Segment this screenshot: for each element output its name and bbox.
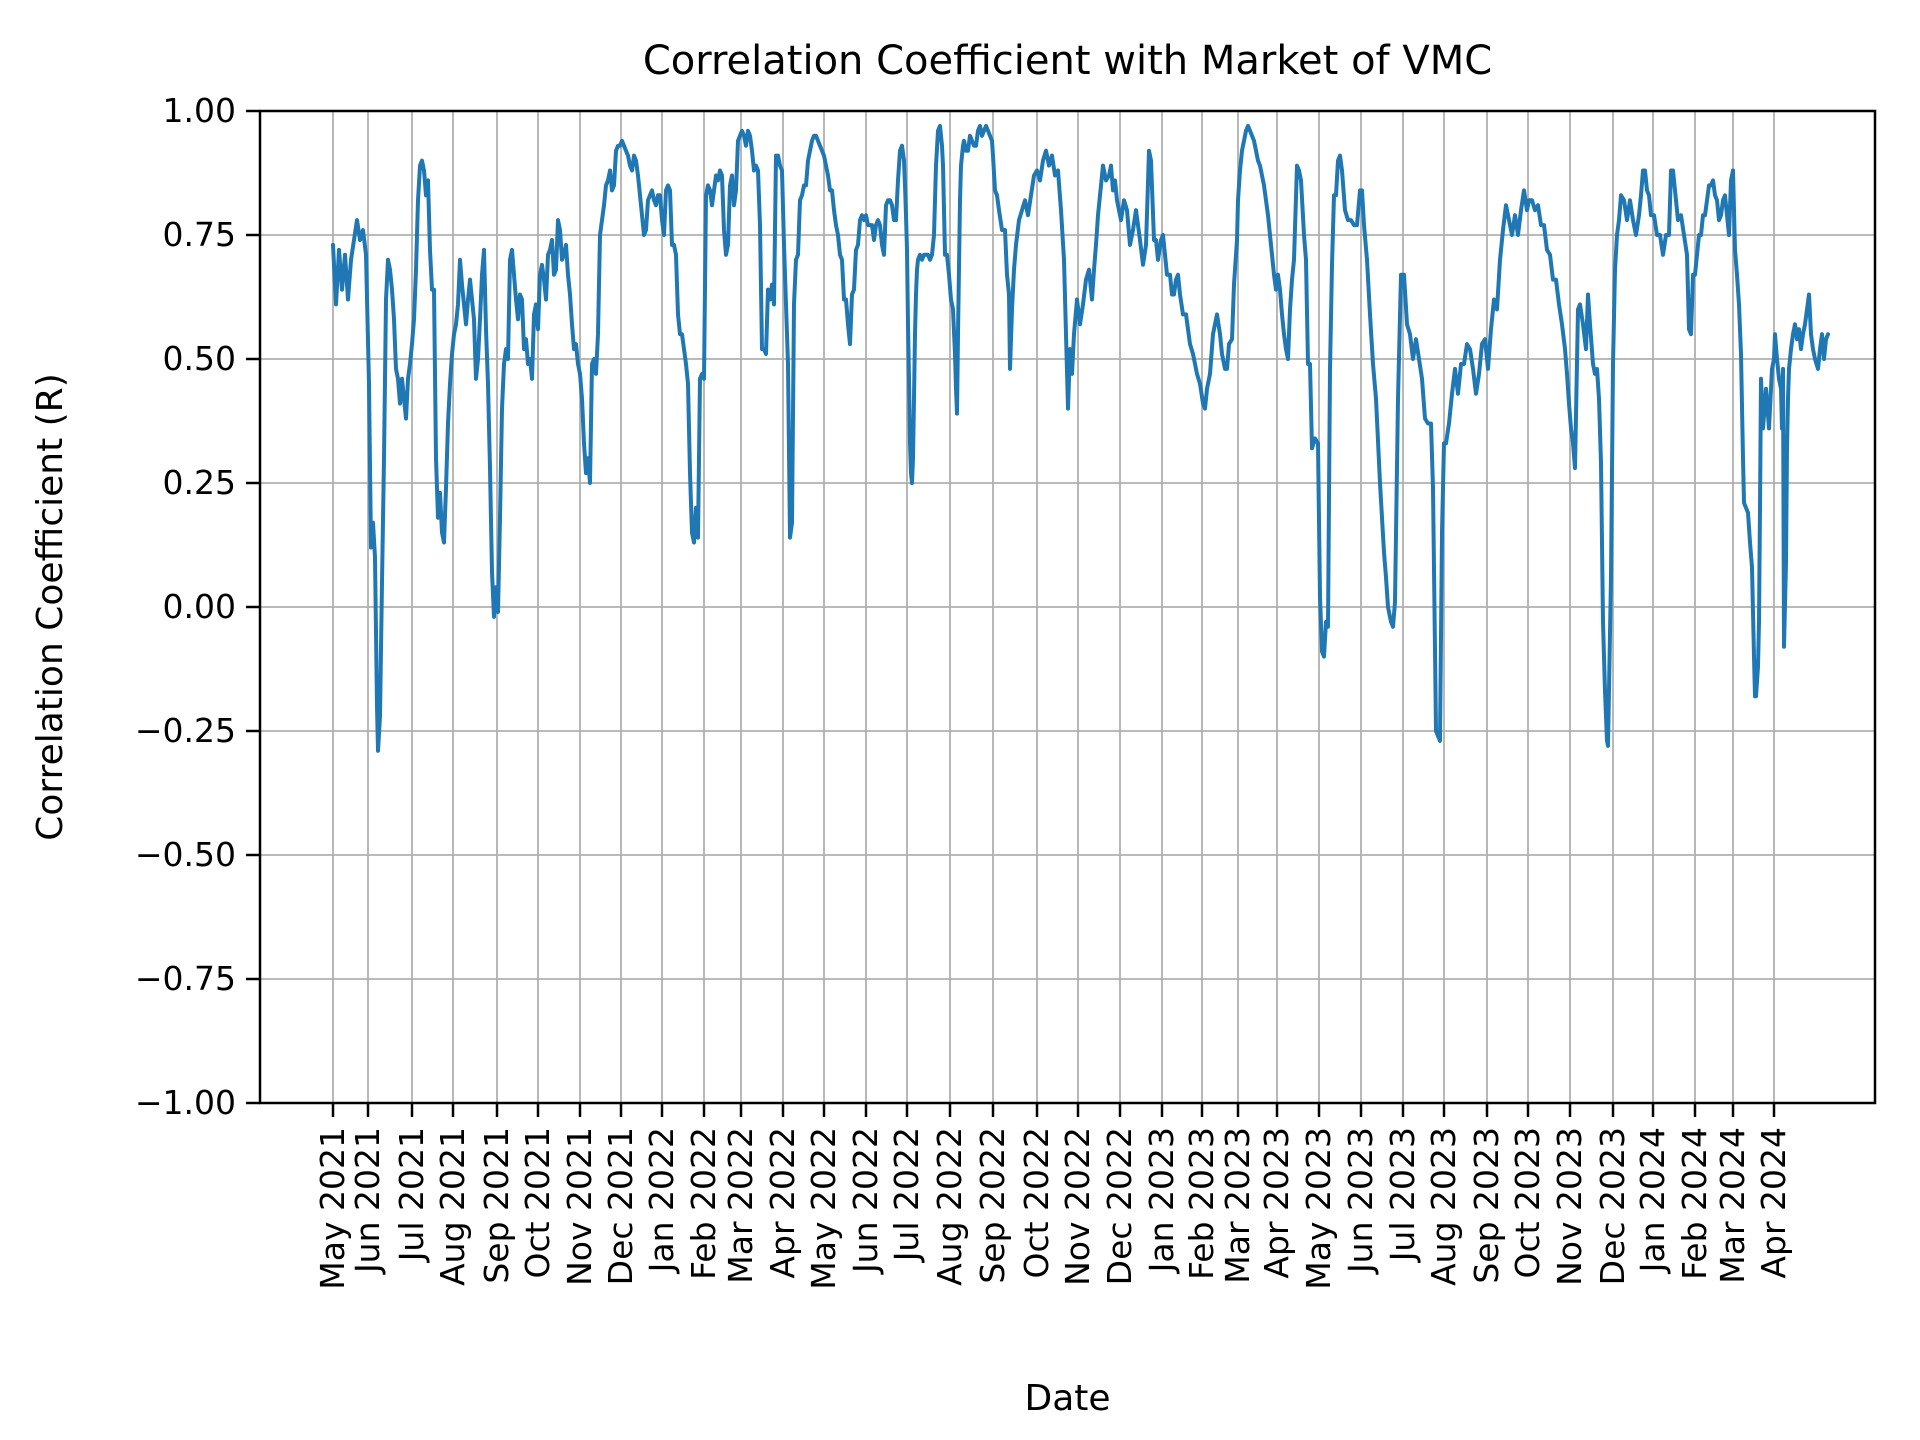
x-tick-label: Jan 2024 — [1633, 1127, 1672, 1274]
x-tick-label: Apr 2022 — [763, 1127, 802, 1279]
x-tick-label: Mar 2023 — [1218, 1127, 1257, 1284]
y-axis-label-text: Correlation Coefficient (R) — [30, 373, 71, 841]
x-tick-label: Jul 2023 — [1383, 1127, 1422, 1263]
y-tick-label: 0.75 — [163, 215, 236, 254]
x-tick-label: Jun 2022 — [846, 1127, 885, 1275]
x-tick-label: Mar 2022 — [721, 1127, 760, 1284]
x-tick-label: Sep 2021 — [477, 1127, 516, 1284]
y-tick-label: 1.00 — [163, 91, 236, 130]
x-tick-label: Feb 2024 — [1675, 1127, 1714, 1280]
x-tick-label: Aug 2021 — [433, 1127, 472, 1286]
x-tick-label: Jan 2022 — [642, 1127, 681, 1274]
y-tick-label: −0.50 — [135, 835, 236, 874]
x-tick-label: Aug 2023 — [1424, 1127, 1463, 1286]
x-tick-label: Apr 2023 — [1257, 1127, 1296, 1279]
y-tick-label: 0.25 — [163, 463, 236, 502]
x-tick-label: Sep 2022 — [973, 1127, 1012, 1284]
x-tick-label: Oct 2021 — [518, 1127, 557, 1279]
y-tick-label: −0.75 — [135, 959, 236, 998]
x-tick-label: Jul 2022 — [887, 1127, 926, 1263]
x-tick-label: Jun 2023 — [1341, 1127, 1380, 1275]
x-tick-label: Nov 2023 — [1550, 1127, 1589, 1286]
x-axis-label: Date — [1024, 1378, 1111, 1419]
x-tick-label: Dec 2022 — [1100, 1127, 1139, 1285]
chart-title: Correlation Coefficient with Market of V… — [642, 38, 1493, 84]
y-tick-label: 0.50 — [163, 339, 236, 378]
y-tick-label: −1.00 — [135, 1083, 236, 1122]
x-tick-label: Oct 2022 — [1017, 1127, 1056, 1279]
x-tick-label: Nov 2021 — [560, 1127, 599, 1286]
x-tick-label: Mar 2024 — [1713, 1127, 1752, 1284]
x-tick-label: Jul 2021 — [392, 1127, 431, 1263]
y-tick-label: −0.25 — [135, 711, 236, 750]
x-tick-label: May 2021 — [313, 1127, 352, 1290]
x-tick-label: Feb 2023 — [1182, 1127, 1221, 1280]
x-tick-label: Nov 2022 — [1058, 1127, 1097, 1286]
x-tick-label: Dec 2023 — [1593, 1127, 1632, 1285]
x-tick-label: May 2022 — [804, 1127, 843, 1290]
x-tick-label: Sep 2023 — [1467, 1127, 1506, 1284]
x-tick-label: Dec 2021 — [601, 1127, 640, 1285]
y-tick-label: 0.00 — [163, 587, 236, 626]
x-tick-label: Aug 2022 — [930, 1127, 969, 1286]
x-tick-label: Jun 2021 — [348, 1127, 387, 1275]
x-tick-label: May 2023 — [1299, 1127, 1338, 1290]
x-tick-label: Feb 2022 — [684, 1127, 723, 1280]
x-tick-label: Jan 2023 — [1142, 1127, 1181, 1274]
correlation-line — [331, 123, 1830, 753]
x-tick-label: Oct 2023 — [1508, 1127, 1547, 1279]
x-tick-label: Apr 2024 — [1754, 1127, 1793, 1279]
